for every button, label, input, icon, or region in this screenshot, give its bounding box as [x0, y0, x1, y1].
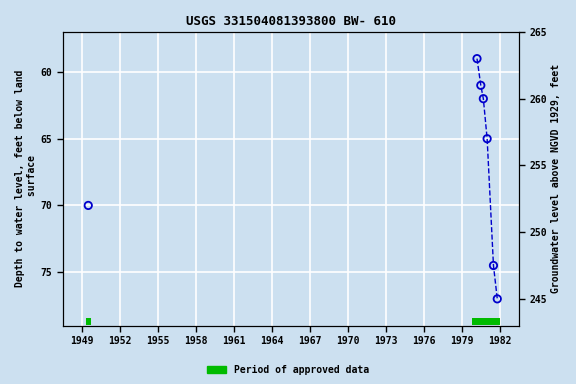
- Point: [472, 56, 482, 62]
- Bar: [472, 318, 500, 325]
- Point: [492, 296, 502, 302]
- Y-axis label: Groundwater level above NGVD 1929, feet: Groundwater level above NGVD 1929, feet: [551, 64, 561, 293]
- Point: [489, 262, 498, 268]
- Point: [476, 82, 486, 88]
- Point: [483, 136, 492, 142]
- Title: USGS 331504081393800 BW- 610: USGS 331504081393800 BW- 610: [186, 15, 396, 28]
- Legend: Period of approved data: Period of approved data: [203, 361, 373, 379]
- Bar: [86, 318, 91, 325]
- Y-axis label: Depth to water level, feet below land
 surface: Depth to water level, feet below land su…: [15, 70, 37, 288]
- Point: [84, 202, 93, 209]
- Point: [479, 96, 488, 102]
